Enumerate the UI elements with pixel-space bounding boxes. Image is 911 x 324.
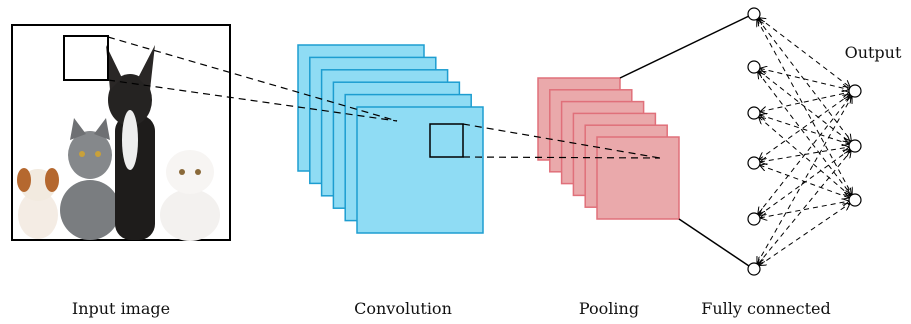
convolution-stack	[298, 45, 483, 233]
fc-edge	[758, 151, 851, 265]
fc-edge	[758, 96, 852, 215]
neuron	[748, 61, 760, 73]
feature-map	[357, 107, 483, 233]
output-neuron	[849, 140, 861, 152]
pooling-stack	[538, 78, 679, 219]
convolution-label: Convolution	[354, 299, 452, 318]
fc-edge	[760, 165, 850, 198]
neuron	[748, 107, 760, 119]
fc-edge	[758, 72, 852, 195]
fc-edge	[759, 94, 850, 159]
fc-edge	[759, 71, 851, 143]
fc-label: Fully connected	[701, 299, 831, 318]
neuron	[748, 157, 760, 169]
fc-edge	[760, 92, 849, 111]
output-label: Output	[845, 43, 902, 62]
input-image	[12, 25, 230, 241]
neuron	[748, 213, 760, 225]
fc-edge	[760, 201, 849, 218]
neuron	[748, 263, 760, 275]
input-label: Input image	[72, 299, 170, 318]
pooling-label: Pooling	[579, 299, 639, 318]
fc-edge	[757, 96, 852, 264]
fc-edge	[759, 203, 850, 265]
neuron	[748, 8, 760, 20]
fc-edge	[759, 18, 850, 88]
fc-edge	[760, 68, 849, 89]
cnn-diagram: Output Input image Convolution Pooling F…	[0, 0, 911, 324]
fc-edge	[759, 117, 851, 196]
output-neuron	[849, 85, 861, 97]
output-neuron	[849, 194, 861, 206]
